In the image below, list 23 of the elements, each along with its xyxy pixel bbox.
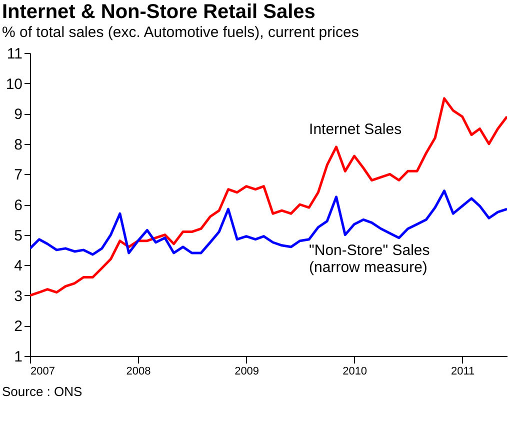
x-tick-label: 2011 [450,366,475,378]
y-tick-label: 11 [6,46,22,62]
x-tick-label: 2010 [342,366,368,378]
chart-title: Internet & Non-Store Retail Sales [2,1,316,23]
series-label: "Non-Store" Sales (narrow measure) [309,242,430,276]
y-tick-label: 1 [14,348,22,366]
line-series [30,190,507,256]
y-tick-label: 9 [14,106,22,124]
series-label: Internet Sales [309,120,402,138]
y-tick-label: 6 [14,197,22,214]
y-tick-label: 4 [14,258,22,275]
x-tick-label: 2008 [126,366,151,378]
y-tick-label: 2 [14,318,22,336]
y-tick-label: 5 [14,227,22,244]
y-tick-label: 8 [14,136,22,154]
y-tick-label: 3 [14,288,22,305]
y-tick-label: 7 [14,166,22,184]
chart-subtitle: % of total sales (exc. Automotive fuels), current prices [2,24,359,41]
source-note: Source : ONS [2,384,83,399]
x-tick-label: 2009 [234,366,260,378]
y-tick-label: 10 [6,76,22,93]
x-tick-label: 2007 [30,366,55,378]
line-series [30,97,507,297]
